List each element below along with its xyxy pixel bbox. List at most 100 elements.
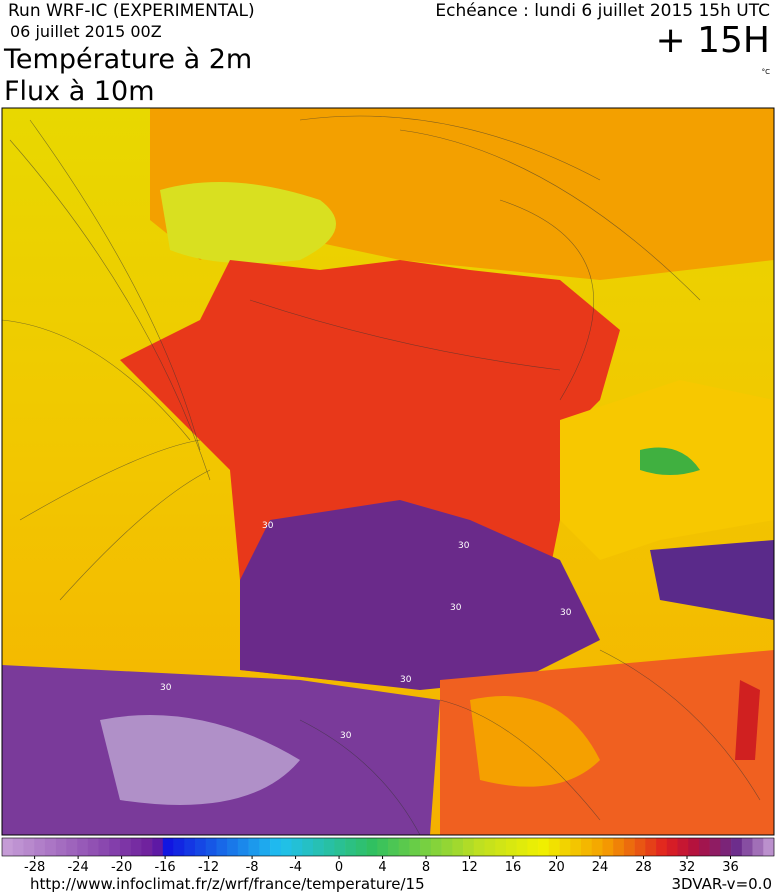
contour-label: 30: [458, 541, 470, 551]
colorbar-cell: [731, 838, 743, 856]
colorbar-cell: [87, 838, 99, 856]
colorbar-cell: [591, 838, 603, 856]
colorbar-tick-label: -8: [246, 860, 259, 875]
colorbar-cell: [184, 838, 196, 856]
colorbar-cell: [570, 838, 582, 856]
colorbar-cell: [688, 838, 700, 856]
colorbar-cell: [752, 838, 764, 856]
colorbar-cell: [280, 838, 292, 856]
colorbar-cell: [398, 838, 410, 856]
corsica: [735, 680, 760, 760]
colorbar-tick-label: 4: [378, 860, 386, 875]
colorbar-cell: [44, 838, 56, 856]
colorbar-cell: [441, 838, 453, 856]
colorbar-cell: [720, 838, 732, 856]
spain-inner: [100, 715, 300, 805]
mediterranean: [440, 650, 774, 835]
colorbar-cell: [538, 838, 550, 856]
colorbar-tick-label: -20: [111, 860, 132, 875]
colorbar-cell: [527, 838, 539, 856]
colorbar-tick-label: -12: [198, 860, 219, 875]
colorbar-cell: [559, 838, 571, 856]
south-hot: [240, 500, 600, 690]
colorbar-tick-label: 20: [548, 860, 565, 875]
colorbar-cell: [259, 838, 271, 856]
colorbar-cell: [516, 838, 528, 856]
contour-label: 30: [560, 608, 572, 618]
lead-time: + 15H: [656, 20, 771, 61]
colorbar-cell: [323, 838, 335, 856]
field-title-2: Flux à 10m: [4, 76, 155, 107]
colorbar-tick-label: 24: [592, 860, 609, 875]
colorbar-tick-label: 8: [422, 860, 430, 875]
colorbar-cell: [130, 838, 142, 856]
unit: °C: [762, 68, 771, 76]
colorbar-cell: [23, 838, 35, 856]
colorbar-cell: [741, 838, 753, 856]
colorbar-tick-label: 36: [722, 860, 739, 875]
field-title: Température à 2m: [3, 44, 252, 75]
contour-label: 30: [400, 675, 412, 685]
colorbar-cell: [270, 838, 282, 856]
contour-label: 30: [160, 683, 172, 693]
colorbar-cell: [34, 838, 46, 856]
contour-label: 30: [262, 521, 274, 531]
contour-label: 30: [450, 603, 462, 613]
alps-peak: [640, 447, 700, 475]
colorbar-cell: [345, 838, 357, 856]
colorbar-cell: [302, 838, 314, 856]
footer-url: http://www.infoclimat.fr/z/wrf/france/te…: [30, 875, 425, 893]
colorbar-tick-label: 28: [635, 860, 652, 875]
colorbar-cell: [581, 838, 593, 856]
colorbar-cell: [12, 838, 24, 856]
colorbar-cell: [409, 838, 421, 856]
colorbar-cell: [623, 838, 635, 856]
colorbar-cell: [634, 838, 646, 856]
colorbar-cell: [484, 838, 496, 856]
colorbar-cell: [709, 838, 721, 856]
colorbar-cell: [763, 838, 775, 856]
colorbar-cell: [162, 838, 174, 856]
colorbar-cell: [66, 838, 78, 856]
gulf: [470, 696, 600, 787]
colorbar-cell: [645, 838, 657, 856]
colorbar-cell: [237, 838, 249, 856]
colorbar-cell: [55, 838, 67, 856]
colorbar-cell: [430, 838, 442, 856]
colorbar-cell: [2, 838, 14, 856]
colorbar-cell: [505, 838, 517, 856]
map: 30 30 30 30 30 30 30: [1, 107, 775, 836]
colorbar-cell: [109, 838, 121, 856]
colorbar-cell: [463, 838, 475, 856]
colorbar-cell: [98, 838, 110, 856]
colorbar-tick-label: -4: [289, 860, 302, 875]
colorbar-cell: [495, 838, 507, 856]
colorbar-cell: [119, 838, 131, 856]
po-valley: [650, 540, 774, 620]
colorbar-cell: [613, 838, 625, 856]
colorbar-tick-label: -28: [24, 860, 45, 875]
colorbar-cell: [355, 838, 367, 856]
channel: [160, 182, 336, 264]
colorbar-cell: [377, 838, 389, 856]
colorbar-tick-label: -16: [154, 860, 175, 875]
colorbar-cell: [195, 838, 207, 856]
run-title: Run WRF-IC (EXPERIMENTAL): [8, 1, 255, 21]
colorbar-cell: [388, 838, 400, 856]
colorbar-cell: [656, 838, 668, 856]
colorbar-cell: [366, 838, 378, 856]
colorbar-cell: [291, 838, 303, 856]
colorbar-frame: [1, 837, 775, 857]
contour-label: 30: [340, 731, 352, 741]
colorbar-tick-label: 12: [461, 860, 478, 875]
colorbar-cell: [602, 838, 614, 856]
colorbar-cell: [473, 838, 485, 856]
colorbar-cell: [698, 838, 710, 856]
colorbar-cell: [173, 838, 185, 856]
colorbar-cell: [666, 838, 678, 856]
colorbar-tick-label: -24: [67, 860, 88, 875]
colorbar-cell: [420, 838, 432, 856]
colorbar-cell: [77, 838, 89, 856]
colorbar-tick-label: 32: [679, 860, 696, 875]
